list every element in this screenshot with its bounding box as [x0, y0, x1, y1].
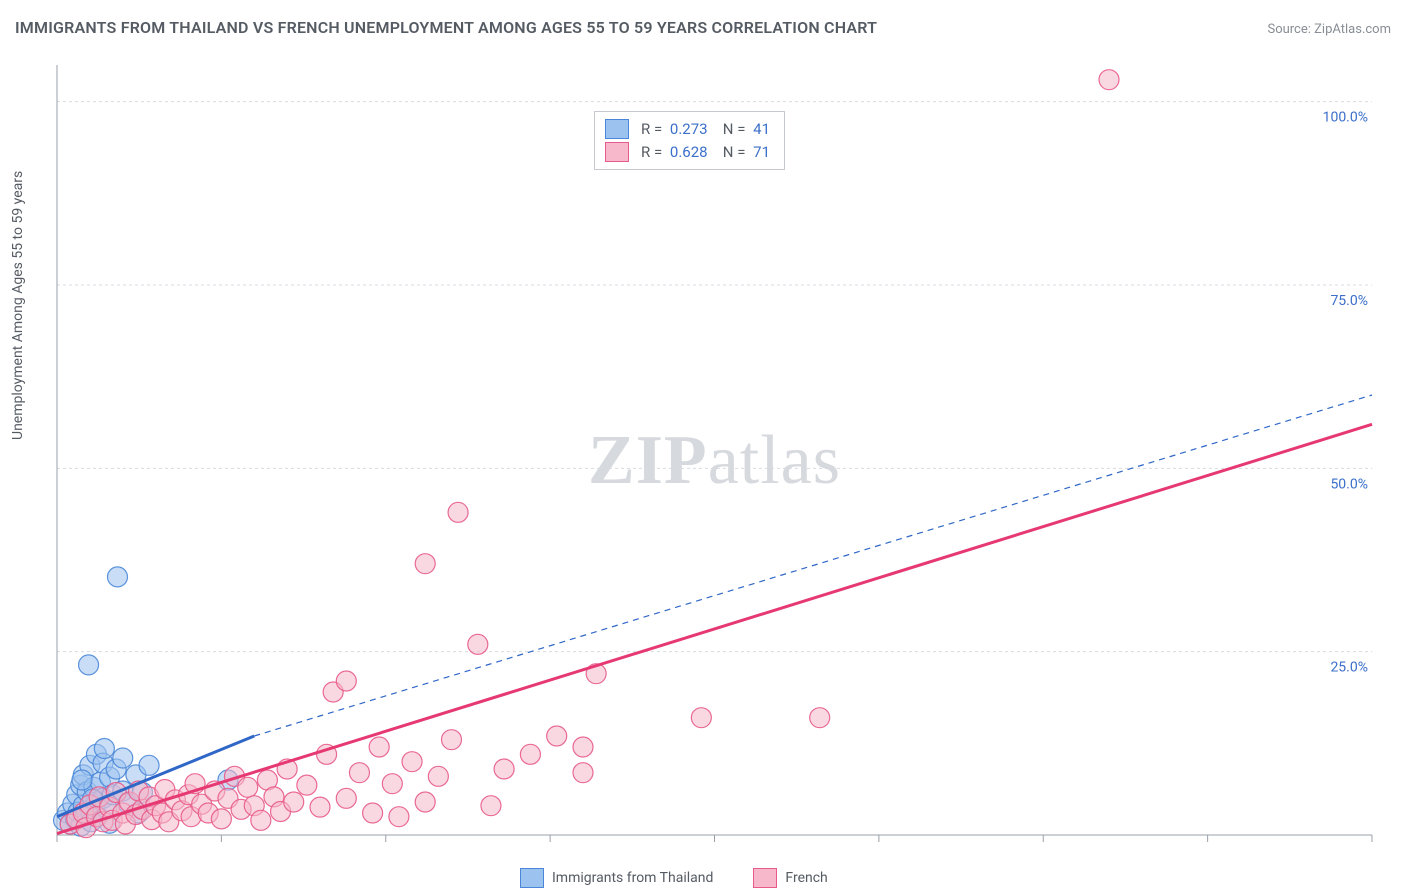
legend-series-item: French [753, 868, 827, 888]
legend-series-label: Immigrants from Thailand [552, 870, 713, 886]
legend-swatch [605, 142, 629, 162]
chart-title: IMMIGRANTS FROM THAILAND VS FRENCH UNEMP… [15, 18, 877, 37]
legend-r: R = 0.273 N = 41 [637, 118, 770, 141]
source-label: Source: ZipAtlas.com [1267, 22, 1391, 37]
svg-text:75.0%: 75.0% [1330, 293, 1368, 309]
legend-series-label: French [785, 870, 827, 886]
svg-text:ZIPatlas: ZIPatlas [588, 422, 841, 499]
legend-r: R = 0.628 N = 71 [637, 141, 770, 164]
legend-correlation-row: R = 0.273 N = 41 [605, 118, 770, 141]
scatter-chart: 25.0%50.0%75.0%100.0%ZIPatlas0.0%100.0% [52, 55, 1387, 845]
legend-correlation-row: R = 0.628 N = 71 [605, 141, 770, 164]
svg-text:50.0%: 50.0% [1330, 476, 1368, 492]
legend-swatch [520, 868, 544, 888]
legend-series: Immigrants from Thailand French [520, 868, 828, 888]
legend-swatch [753, 868, 777, 888]
svg-text:25.0%: 25.0% [1330, 660, 1368, 676]
svg-text:100.0%: 100.0% [1323, 110, 1368, 126]
chart-area: 25.0%50.0%75.0%100.0%ZIPatlas0.0%100.0% … [52, 55, 1387, 845]
legend-series-item: Immigrants from Thailand [520, 868, 713, 888]
legend-swatch [605, 119, 629, 139]
legend-correlation: R = 0.273 N = 41 R = 0.628 N = 71 [594, 111, 785, 170]
y-axis-label: Unemployment Among Ages 55 to 59 years [10, 171, 26, 440]
